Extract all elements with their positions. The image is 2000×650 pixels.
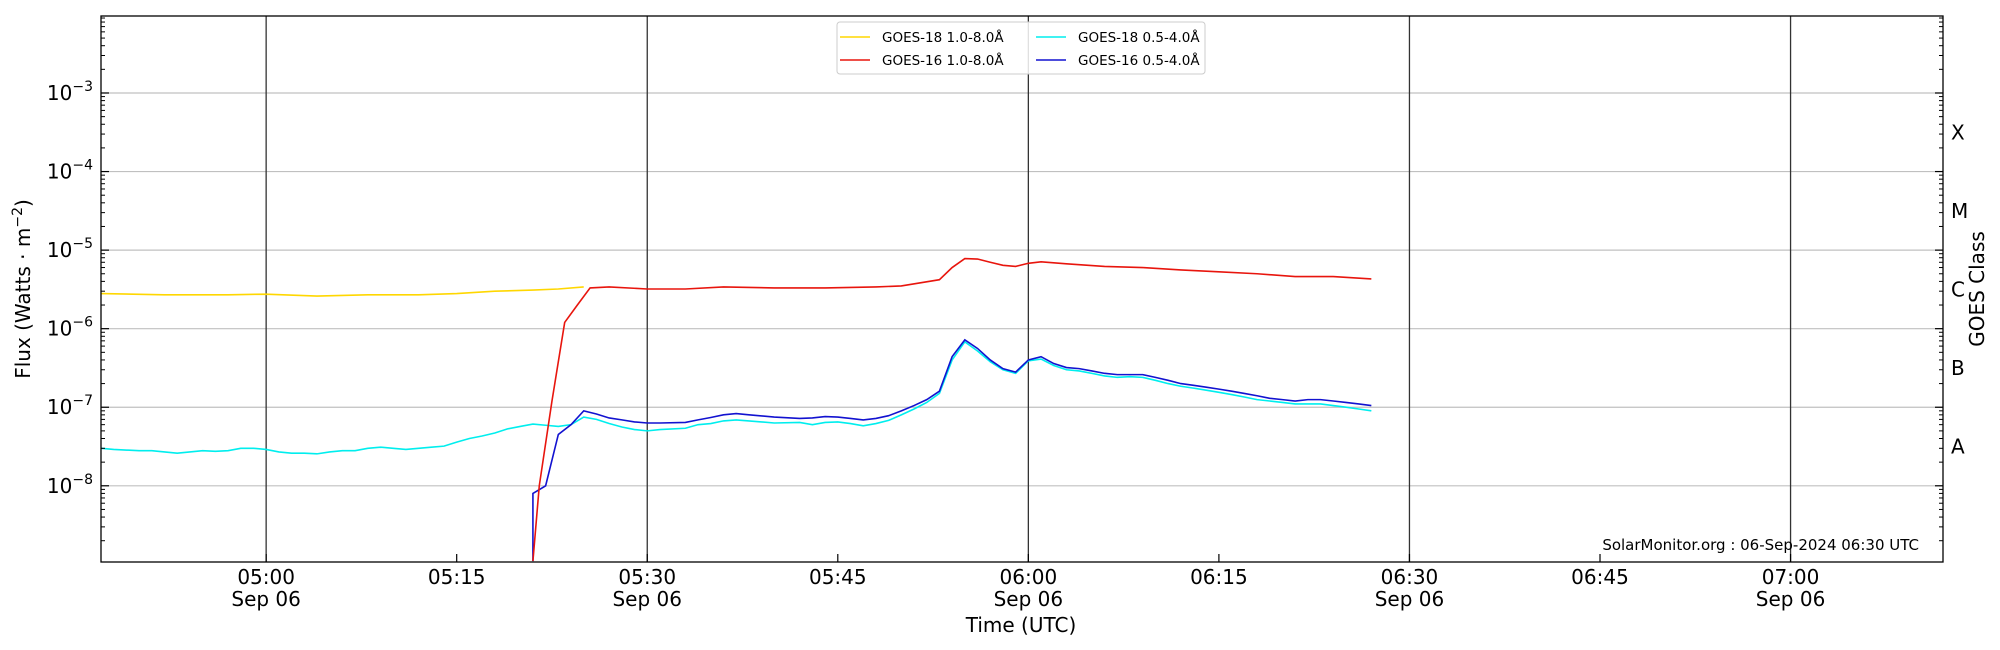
legend-label: GOES-18 1.0-8.0Å (882, 29, 1004, 46)
y-axis-title-exponent: −2 (10, 207, 26, 228)
x-tick-time: 05:45 (809, 565, 867, 589)
y-tick-label: 10−6 (47, 315, 93, 341)
x-tick-time: 05:00 (237, 565, 295, 589)
y-tick-base: 10 (47, 395, 72, 419)
series-line (101, 340, 1372, 455)
y-tick-exponent: −7 (72, 393, 93, 409)
y-tick-base: 10 (47, 474, 72, 498)
x-tick-date: Sep 06 (612, 587, 682, 611)
legend-box (836, 21, 1206, 75)
x-tick-time: 06:30 (1381, 565, 1439, 589)
series-line (532, 257, 1372, 562)
y-tick-base: 10 (47, 160, 72, 184)
goes-class-label: C (1951, 277, 1965, 301)
y-tick-exponent: −6 (72, 315, 93, 331)
goes-class-label: B (1951, 356, 1965, 380)
y-tick-base: 10 (47, 81, 72, 105)
y-tick-base: 10 (47, 317, 72, 341)
svg-text:Flux (Watts · m−2): Flux (Watts · m−2) (10, 199, 35, 379)
x-tick-date: Sep 06 (994, 587, 1064, 611)
y-tick-exponent: −4 (72, 158, 93, 174)
plot-frame (100, 15, 1944, 563)
y-tick-label: 10−8 (47, 472, 93, 498)
axis-ticks (101, 17, 1943, 562)
legend-label: GOES-16 0.5-4.0Å (1078, 52, 1200, 69)
y-axis-title-close: ) (11, 199, 35, 207)
series-line (101, 286, 584, 297)
x-tick-time: 05:15 (428, 565, 486, 589)
y-tick-label: 10−5 (47, 236, 93, 262)
date-separator-lines (265, 16, 1792, 562)
y2-axis-title: GOES Class (1965, 231, 1989, 347)
x-tick-date: Sep 06 (1375, 587, 1445, 611)
y-tick-base: 10 (47, 238, 72, 262)
x-tick-date: Sep 06 (231, 587, 301, 611)
y-axis-title-main: Flux (Watts · m (11, 228, 35, 379)
y-tick-label: 10−7 (47, 393, 93, 419)
legend-label: GOES-16 1.0-8.0Å (882, 52, 1004, 69)
y-tick-exponent: −3 (72, 79, 93, 95)
series-lines (101, 257, 1372, 562)
legend-label: GOES-18 0.5-4.0Å (1078, 29, 1200, 46)
x-tick-time: 06:45 (1571, 565, 1629, 589)
x-tick-time: 06:15 (1190, 565, 1248, 589)
series-line (532, 338, 1372, 562)
goes-class-label: M (1951, 199, 1968, 223)
goes-class-label: X (1951, 120, 1965, 144)
y-axis-title: Flux (Watts · m−2) (10, 199, 35, 379)
goes-class-label: A (1951, 435, 1965, 459)
legend: GOES-18 1.0-8.0Å GOES-16 1.0-8.0Å GOES-18 … (836, 21, 1206, 75)
credit-text: SolarMonitor.org : 06-Sep-2024 06:30 UTC (1602, 536, 1919, 554)
y-tick-label: 10−4 (47, 158, 93, 184)
x-tick-time: 06:00 (1000, 565, 1058, 589)
y-tick-label: 10−3 (47, 79, 93, 105)
y-tick-exponent: −8 (72, 472, 93, 488)
x-tick-time: 05:30 (618, 565, 676, 589)
x-tick-date: Sep 06 (1756, 587, 1826, 611)
x-axis-title: Time (UTC) (965, 613, 1077, 637)
grid-lines (101, 92, 1943, 487)
x-tick-time: 07:00 (1762, 565, 1820, 589)
y-tick-exponent: −5 (72, 236, 93, 252)
